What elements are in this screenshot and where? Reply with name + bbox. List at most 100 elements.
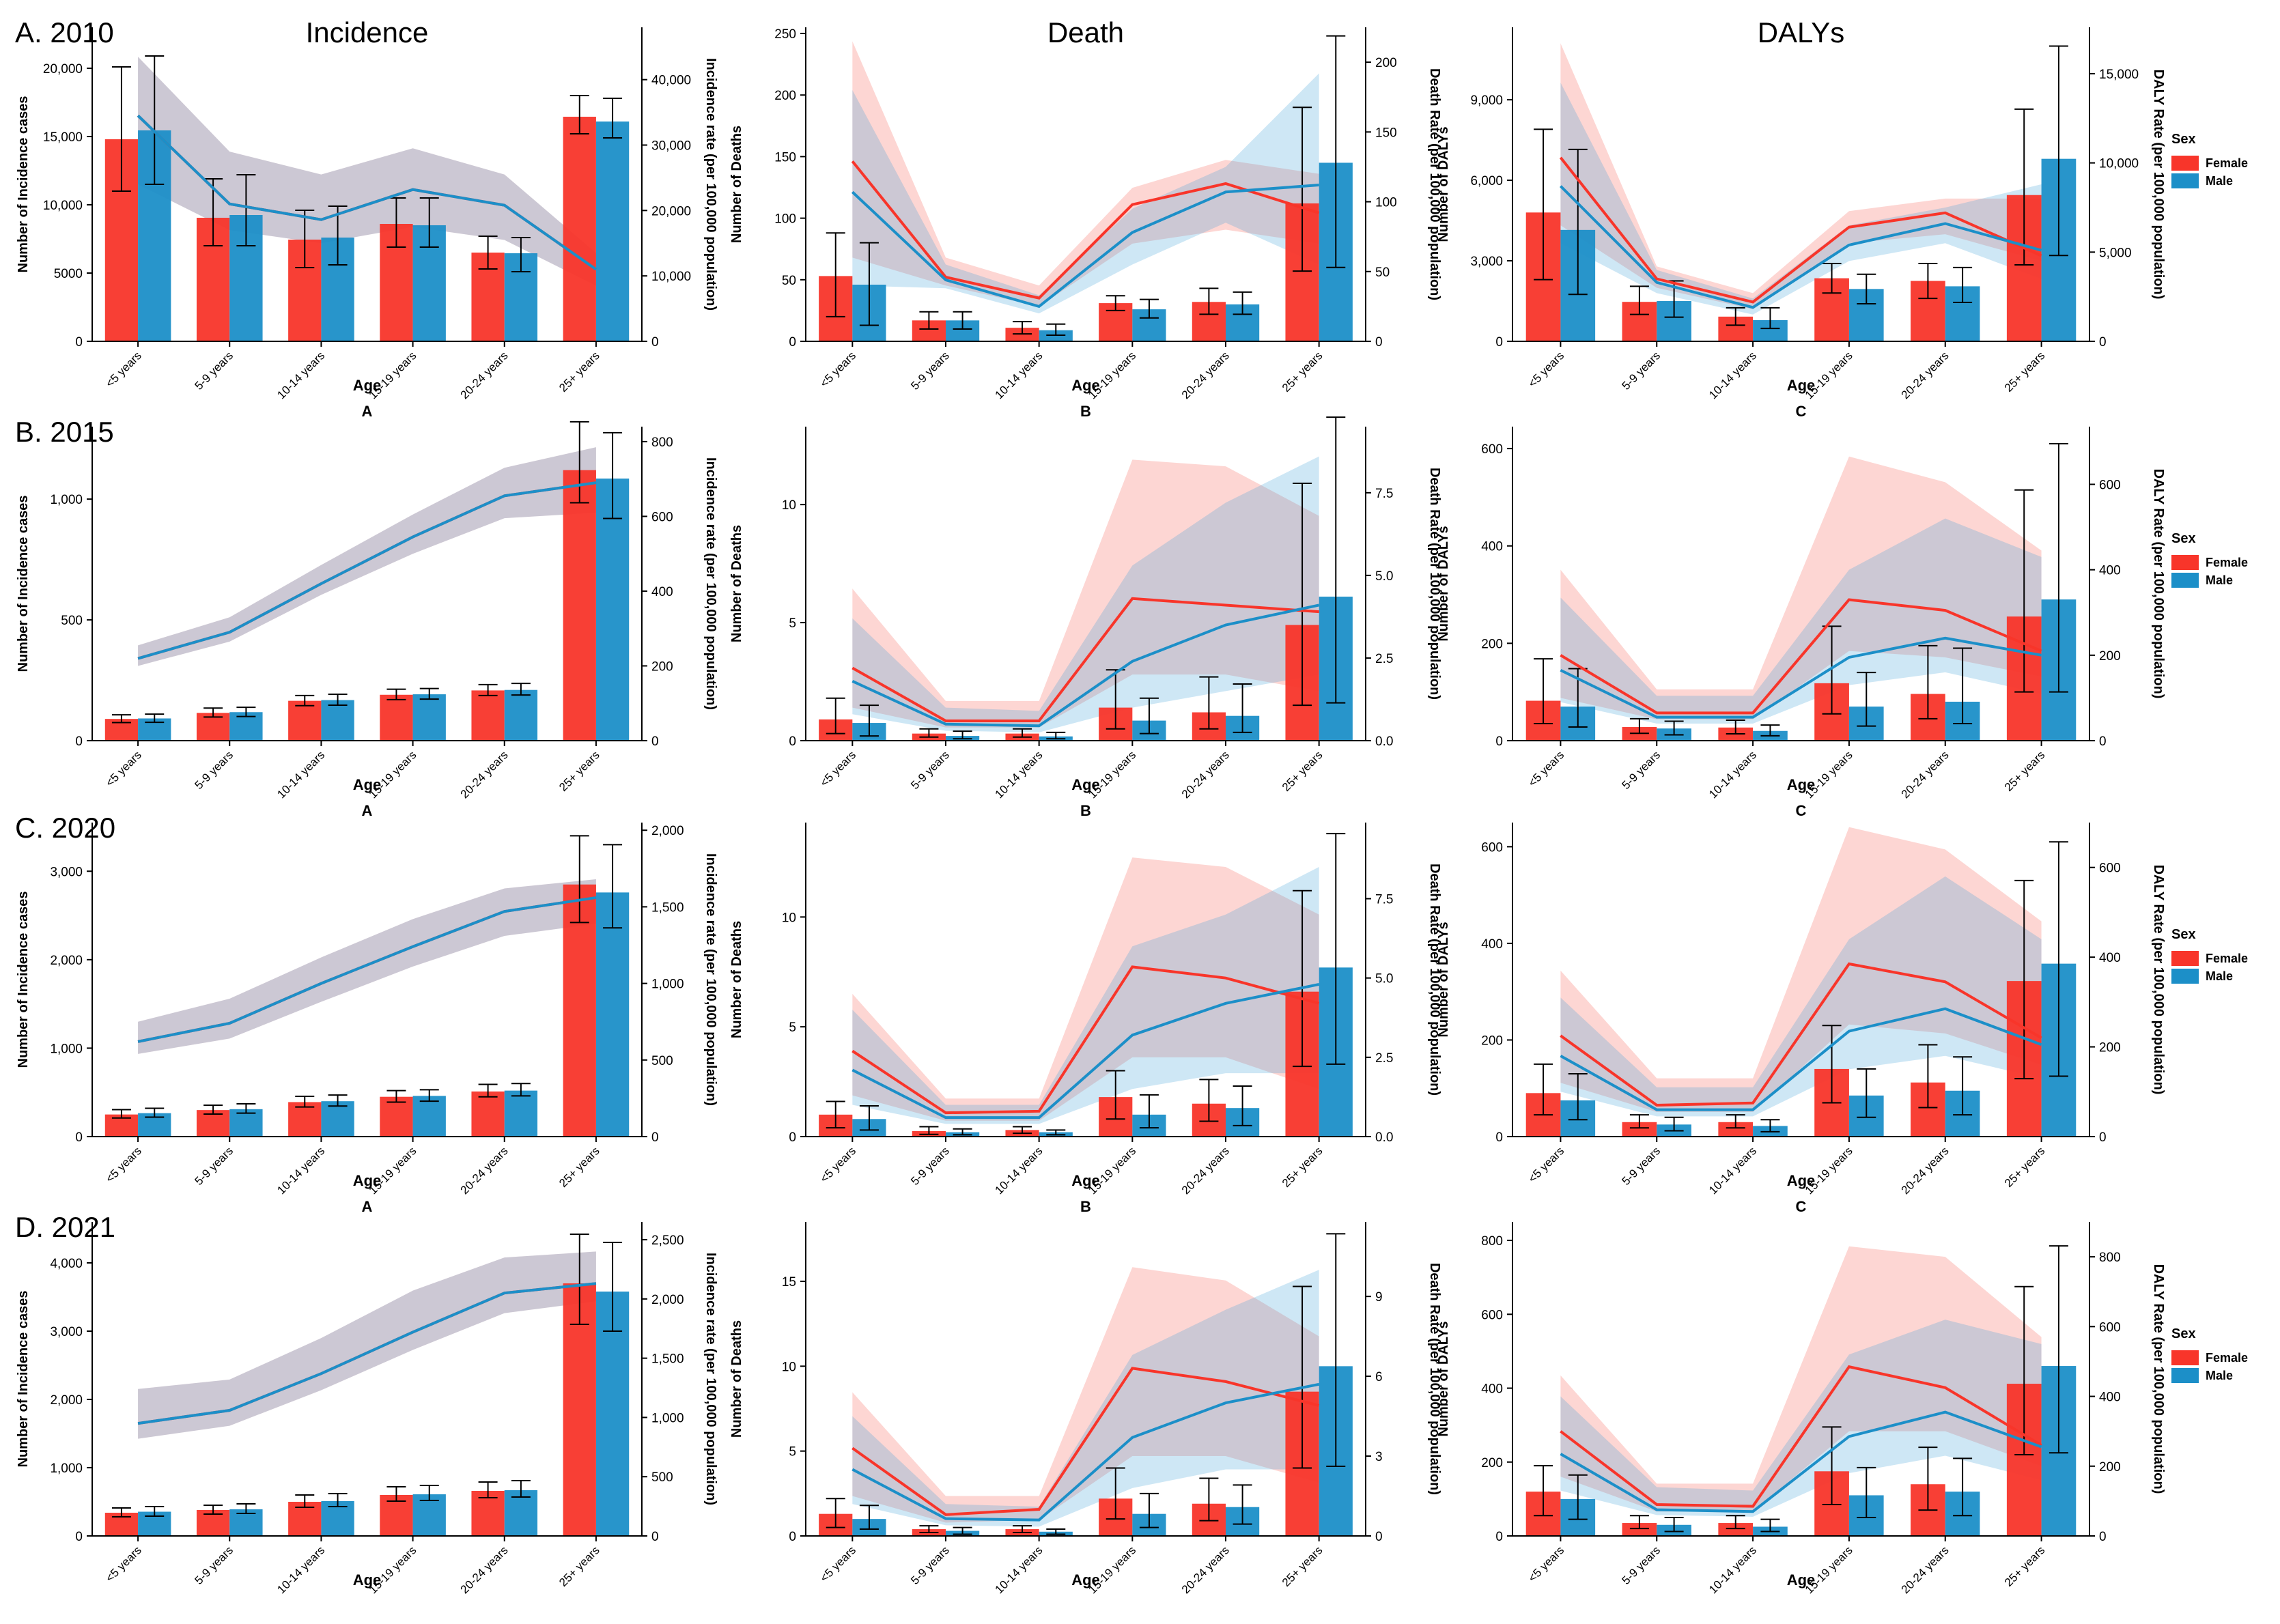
- error-bar-male-25-years: [2049, 45, 2068, 257]
- y-tick-label: 15,000: [43, 130, 83, 145]
- y2-tick-label: 1,500: [651, 1352, 684, 1367]
- x-tick-label-5-years: <5 years: [817, 1543, 858, 1584]
- y-tick-label: 0: [789, 1530, 796, 1544]
- error-bar-male-20-24-years: [511, 237, 531, 272]
- y-tick-label: 100: [774, 212, 796, 227]
- error-bar-female-15-19-years: [1106, 295, 1125, 311]
- error-bar-male-15-19-years: [419, 197, 439, 248]
- y2-tick-label: 9: [1375, 1290, 1383, 1305]
- panel-letter: B: [1080, 403, 1091, 420]
- y2-tick-label: 7.5: [1375, 893, 1393, 907]
- error-bar-male-20-24-years: [1953, 647, 1973, 725]
- error-bar-male-10-14-years: [1046, 1528, 1066, 1535]
- y-tick-label: 500: [61, 614, 83, 628]
- y2-tick-label: 100: [1375, 196, 1397, 210]
- chart-a-2010-dalys: 0 3,000 6,000 9,000 0 5,000 10,000 15,000 <5 yea…: [1436, 27, 2166, 420]
- error-bar-male-15-19-years: [1139, 1492, 1159, 1528]
- rate-line-male: [137, 1282, 597, 1425]
- error-bar-male-5-9-years: [236, 1103, 256, 1114]
- rate-line-female: [1560, 598, 2042, 715]
- y-tick-label: 600: [1481, 1308, 1503, 1322]
- y-tick-label: 15: [782, 1275, 796, 1290]
- rate-line-female: [852, 1367, 1320, 1516]
- legend-title: Sex: [2171, 132, 2196, 147]
- error-bar-female-15-19-years: [1106, 1070, 1125, 1120]
- error-bar-male-20-24-years: [1233, 1085, 1252, 1126]
- error-bar-male-5-9-years: [236, 1503, 256, 1514]
- error-bar-female-25-years: [569, 421, 589, 504]
- error-bar-male-15-19-years: [1139, 298, 1159, 319]
- rate-band-male: [852, 456, 1319, 732]
- y2-tick-label: 600: [651, 510, 673, 524]
- y-axis-title: Number of DALYs: [1436, 922, 1451, 1037]
- error-bar-male-10-14-years: [1760, 724, 1780, 737]
- error-bar-male-15-19-years: [419, 1485, 439, 1501]
- y-tick-label: 200: [1481, 637, 1503, 651]
- error-bar-male-5-years: [1568, 148, 1588, 296]
- error-bar-female-5-years: [826, 232, 845, 317]
- error-bar-female-5-years: [1534, 128, 1553, 281]
- y2-axis-title: Death Rate (per 100,000 population): [1427, 468, 1442, 700]
- error-bar-female-20-24-years: [1199, 1079, 1219, 1122]
- y2-axis-title: DALY Rate (per 100,000 population): [2151, 865, 2166, 1095]
- error-bar-female-10-14-years: [1013, 321, 1032, 335]
- error-bar-female-5-9-years: [203, 1105, 223, 1115]
- x-tick-label-10-14-years: 10-14 years: [1706, 748, 1759, 801]
- y-tick-label: 400: [1481, 1382, 1503, 1397]
- y-tick-label: 3,000: [50, 1325, 83, 1339]
- x-axis-title: Age: [1787, 377, 1816, 394]
- y-axis-title: Number of DALYs: [1436, 526, 1451, 641]
- rate-line-male: [137, 896, 597, 1043]
- error-bar-female-10-14-years: [295, 1494, 315, 1508]
- panel-letter: B: [1080, 802, 1091, 819]
- chart-b-2015-dalys: 0 200 400 600 0 200 400 600 <5 years 5-9 years 10-…: [1436, 427, 2166, 819]
- bar-male-20-24-years: [504, 1490, 538, 1536]
- y2-axis-title: Death Rate (per 100,000 population): [1427, 864, 1442, 1096]
- error-bar-male-20-24-years: [1233, 683, 1252, 733]
- y2-tick-label: 800: [2099, 1251, 2121, 1265]
- row-label-b-2015: B. 2015: [15, 416, 114, 448]
- x-axis-title: Age: [1071, 377, 1100, 394]
- error-bar-female-25-years: [1293, 1285, 1312, 1469]
- legend-label-female: Female: [2206, 156, 2248, 170]
- y-tick-label: 0: [75, 335, 83, 350]
- y-tick-label: 10: [782, 911, 796, 925]
- y2-tick-label: 50: [1375, 266, 1390, 280]
- error-bar-male-15-19-years: [419, 1089, 439, 1102]
- y-tick-label: 10: [782, 498, 796, 513]
- y2-tick-label: 200: [2099, 649, 2121, 664]
- y-tick-label: 3,000: [50, 865, 83, 879]
- error-bar-female-20-24-years: [1918, 262, 1938, 300]
- x-tick-label-10-14-years: 10-14 years: [275, 748, 327, 801]
- y-tick-label: 5: [789, 1021, 796, 1035]
- y2-tick-label: 500: [651, 1054, 673, 1068]
- x-tick-label-5-years: <5 years: [103, 1144, 144, 1185]
- legend-title: Sex: [2171, 1326, 2196, 1341]
- y2-tick-label: 0: [2099, 1530, 2107, 1544]
- error-bar-male-5-years: [145, 1107, 165, 1118]
- error-bar-male-10-14-years: [1046, 1129, 1066, 1136]
- legend-swatch-male: [2171, 573, 2199, 588]
- panel-letter: A: [362, 1198, 373, 1215]
- x-tick-label-10-14-years: 10-14 years: [1706, 1144, 1759, 1197]
- bar-female-25-years: [563, 884, 596, 1137]
- y2-tick-label: 40,000: [651, 74, 691, 88]
- rate-line-male: [852, 1382, 1320, 1522]
- error-bar-male-5-years: [859, 1505, 879, 1530]
- y-axis-title: Number of Deaths: [729, 921, 744, 1038]
- error-bar-female-25-years: [1293, 106, 1312, 272]
- error-bar-female-5-years: [111, 714, 131, 724]
- rate-line-male: [1560, 1007, 2042, 1111]
- y-tick-label: 9,000: [1470, 94, 1503, 108]
- error-bar-male-10-14-years: [328, 1493, 348, 1507]
- x-tick-label-25-years: 25+ years: [2002, 1543, 2048, 1589]
- error-bar-male-5-years: [1568, 1474, 1588, 1520]
- rate-line-female: [1559, 156, 2042, 304]
- rate-band-female: [138, 1251, 596, 1439]
- error-bar-male-5-9-years: [236, 707, 256, 717]
- rate-line-female: [1560, 962, 2042, 1107]
- y2-tick-label: 7.5: [1375, 487, 1393, 501]
- x-tick-label-25-years: 25+ years: [2002, 748, 2048, 794]
- x-tick-label-5-9-years: 5-9 years: [908, 748, 952, 792]
- error-bar-female-5-9-years: [919, 1525, 939, 1534]
